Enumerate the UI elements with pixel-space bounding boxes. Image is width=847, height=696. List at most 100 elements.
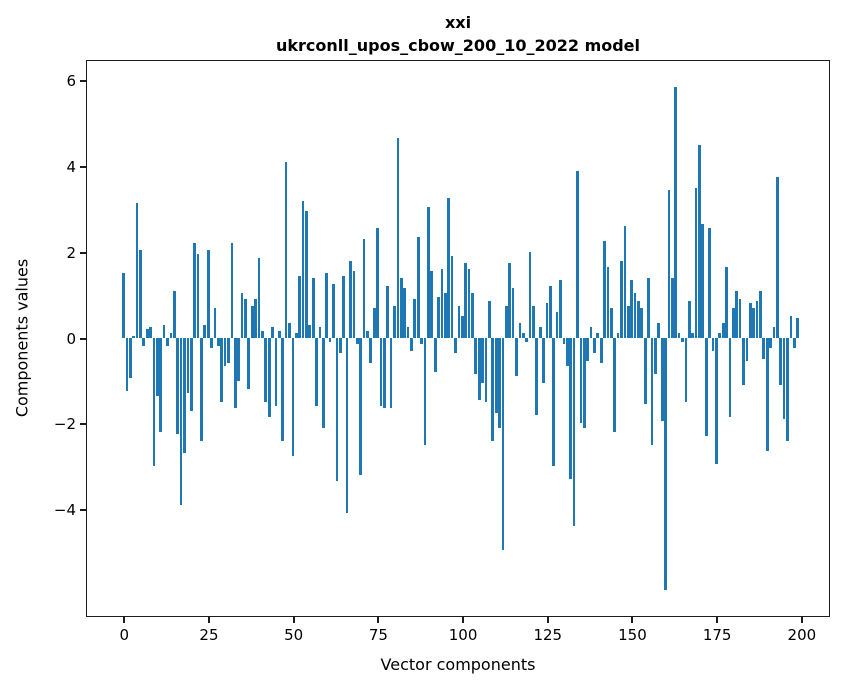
bar-155 — [647, 277, 650, 338]
x-tick-label-0: 0 — [119, 626, 130, 644]
bar-161 — [667, 189, 671, 338]
bar-56 — [311, 277, 315, 338]
y-tick-mark-4 — [80, 166, 86, 169]
bar-191 — [769, 337, 772, 349]
bar-98 — [454, 337, 457, 353]
bar-6 — [142, 337, 146, 347]
bar-0 — [122, 273, 125, 338]
y-tick-mark-2 — [80, 251, 86, 254]
bar-162 — [670, 277, 674, 338]
bar-119 — [525, 337, 528, 342]
bar-35 — [240, 292, 244, 338]
bar-156 — [650, 337, 654, 445]
bar-159 — [660, 337, 664, 422]
x-tick-mark-25 — [207, 617, 210, 623]
bar-43 — [267, 337, 271, 417]
bar-54 — [305, 211, 308, 338]
bar-62 — [332, 284, 335, 338]
bar-42 — [264, 337, 268, 402]
bar-28 — [216, 337, 220, 347]
bar-59 — [322, 337, 325, 428]
bar-123 — [538, 326, 542, 338]
bar-4 — [135, 202, 139, 338]
bar-108 — [488, 301, 491, 338]
bar-103 — [471, 292, 474, 338]
bar-130 — [562, 337, 566, 345]
bar-160 — [664, 337, 667, 591]
bar-67 — [349, 260, 352, 338]
bar-15 — [172, 290, 176, 338]
bar-186 — [752, 307, 755, 338]
bar-44 — [271, 326, 274, 338]
y-tick-label-2: 2 — [66, 243, 76, 262]
bar-99 — [457, 305, 461, 338]
bar-114 — [508, 262, 512, 338]
x-tick-label-125: 125 — [533, 626, 563, 644]
bar-88 — [420, 337, 423, 345]
bar-92 — [433, 337, 437, 372]
bar-137 — [586, 337, 589, 362]
bar-65 — [342, 275, 346, 338]
bar-3 — [132, 335, 135, 338]
x-tick-mark-150 — [631, 617, 634, 623]
bar-182 — [738, 299, 742, 338]
y-tick-mark-6 — [80, 80, 86, 83]
bar-157 — [654, 337, 657, 375]
bar-135 — [579, 337, 583, 424]
bar-20 — [189, 337, 193, 411]
bar-94 — [440, 269, 444, 338]
x-tick-mark-0 — [123, 617, 126, 623]
x-tick-mark-125 — [546, 617, 549, 623]
bar-32 — [230, 243, 234, 338]
x-tick-label-200: 200 — [787, 626, 817, 644]
bar-127 — [552, 337, 556, 467]
bar-131 — [565, 337, 569, 366]
bar-166 — [684, 337, 688, 402]
bar-89 — [423, 337, 427, 445]
bar-178 — [725, 267, 728, 338]
chart-title-line2: ukrconll_upos_cbow_200_10_2022 model — [275, 36, 641, 55]
bar-74 — [372, 307, 376, 338]
bar-176 — [718, 333, 722, 338]
bar-39 — [254, 299, 257, 338]
bar-110 — [494, 337, 498, 413]
bar-171 — [701, 224, 705, 338]
y-tick-mark-0 — [80, 337, 86, 340]
bar-102 — [467, 269, 471, 338]
bar-132 — [569, 337, 573, 480]
bar-61 — [328, 337, 332, 342]
bar-148 — [623, 226, 627, 338]
bar-76 — [379, 337, 383, 407]
y-tick-label--4: −4 — [53, 500, 76, 519]
bar-124 — [542, 337, 545, 383]
bar-24 — [203, 324, 207, 338]
bar-184 — [745, 337, 749, 362]
bar-136 — [582, 337, 586, 428]
bar-180 — [731, 307, 735, 338]
bar-116 — [515, 337, 518, 377]
bar-142 — [603, 241, 606, 338]
bar-70 — [359, 337, 362, 475]
bar-90 — [427, 207, 430, 338]
bar-199 — [796, 318, 800, 338]
bar-69 — [355, 337, 359, 345]
bar-106 — [481, 337, 484, 383]
bar-47 — [281, 337, 285, 441]
bar-46 — [277, 331, 281, 338]
bar-60 — [325, 273, 329, 338]
x-tick-label-150: 150 — [618, 626, 647, 644]
bar-25 — [206, 249, 210, 338]
bar-84 — [406, 326, 410, 338]
bar-96 — [447, 198, 451, 338]
bar-37 — [247, 337, 251, 390]
bar-179 — [728, 337, 732, 417]
bar-48 — [284, 162, 288, 338]
bar-126 — [549, 286, 552, 338]
bar-175 — [715, 337, 718, 465]
bar-52 — [298, 275, 301, 338]
bar-91 — [430, 271, 434, 338]
bar-129 — [559, 279, 562, 338]
bar-101 — [464, 262, 468, 338]
bar-95 — [443, 292, 447, 338]
bar-196 — [786, 337, 789, 441]
